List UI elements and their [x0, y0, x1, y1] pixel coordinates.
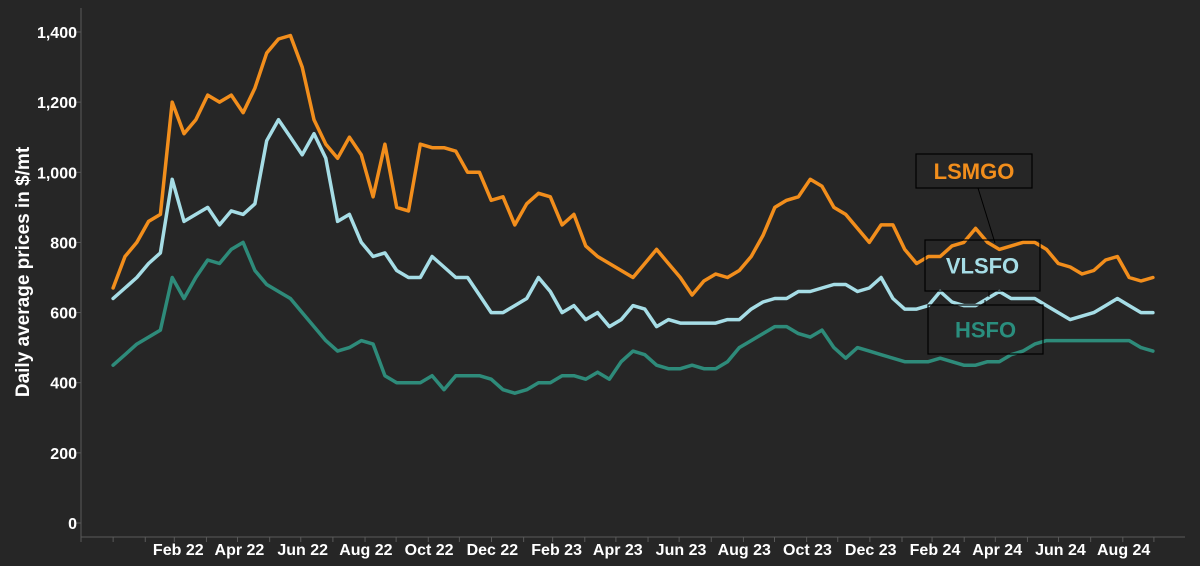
y-ticks: 0 200 400 600 800 1,000 1,200 1,400 — [37, 25, 81, 533]
x-tick-label: Jun 23 — [656, 542, 707, 559]
x-tick-label: Jun 22 — [277, 542, 328, 559]
callout-box-hsfo — [927, 304, 1044, 355]
callout-box-lsmgo — [915, 153, 1033, 189]
series-line-hsfo — [111, 240, 1155, 395]
x-tick-label: Aug 24 — [1097, 542, 1150, 559]
x-tick-label: Jun 24 — [1035, 542, 1086, 559]
series-group — [111, 33, 1155, 395]
series-label-vlsfo: VLSFO — [946, 254, 1019, 279]
x-ticks: Feb 22 Apr 22 Jun 22 Aug 22 Oct 22 Dec 22 Feb … — [80, 537, 1155, 559]
x-tick-label: Dec 22 — [467, 542, 519, 559]
y-tick-label: 800 — [50, 235, 77, 252]
x-tick-label: Apr 23 — [593, 542, 643, 559]
x-tick-label: Apr 22 — [215, 542, 265, 559]
x-tick-label: Dec 23 — [845, 542, 897, 559]
x-tick-label: Feb 23 — [531, 542, 582, 559]
y-tick-label: 1,200 — [37, 95, 77, 112]
callout-box-vlsfo — [924, 239, 1041, 292]
callout-leader-lsmgo — [977, 187, 996, 244]
axes — [80, 8, 1185, 538]
x-tick-label: Aug 22 — [339, 542, 392, 559]
x-tick-label: Oct 23 — [783, 542, 832, 559]
series-line-lsmgo — [111, 33, 1155, 297]
series-label-lsmgo: LSMGO — [934, 159, 1015, 184]
x-tick-label: Feb 22 — [153, 542, 204, 559]
y-axis-label: Daily average prices in $/mt — [13, 146, 34, 397]
x-tick-label: Feb 24 — [910, 542, 961, 559]
y-tick-label: 0 — [68, 516, 77, 533]
y-tick-label: 200 — [50, 446, 77, 463]
x-tick-label: Oct 22 — [405, 542, 454, 559]
series-line-vlsfo — [111, 117, 1155, 329]
series-label-hsfo: HSFO — [955, 318, 1016, 343]
y-tick-label: 1,000 — [37, 165, 77, 182]
series-callouts: LSMGO VLSFO HSFO — [915, 153, 1044, 355]
x-tick-label: Apr 24 — [972, 542, 1022, 559]
y-tick-label: 400 — [50, 376, 77, 393]
y-tick-label: 1,400 — [37, 25, 77, 42]
y-tick-label: 600 — [50, 306, 77, 323]
x-tick-label: Aug 23 — [718, 542, 771, 559]
